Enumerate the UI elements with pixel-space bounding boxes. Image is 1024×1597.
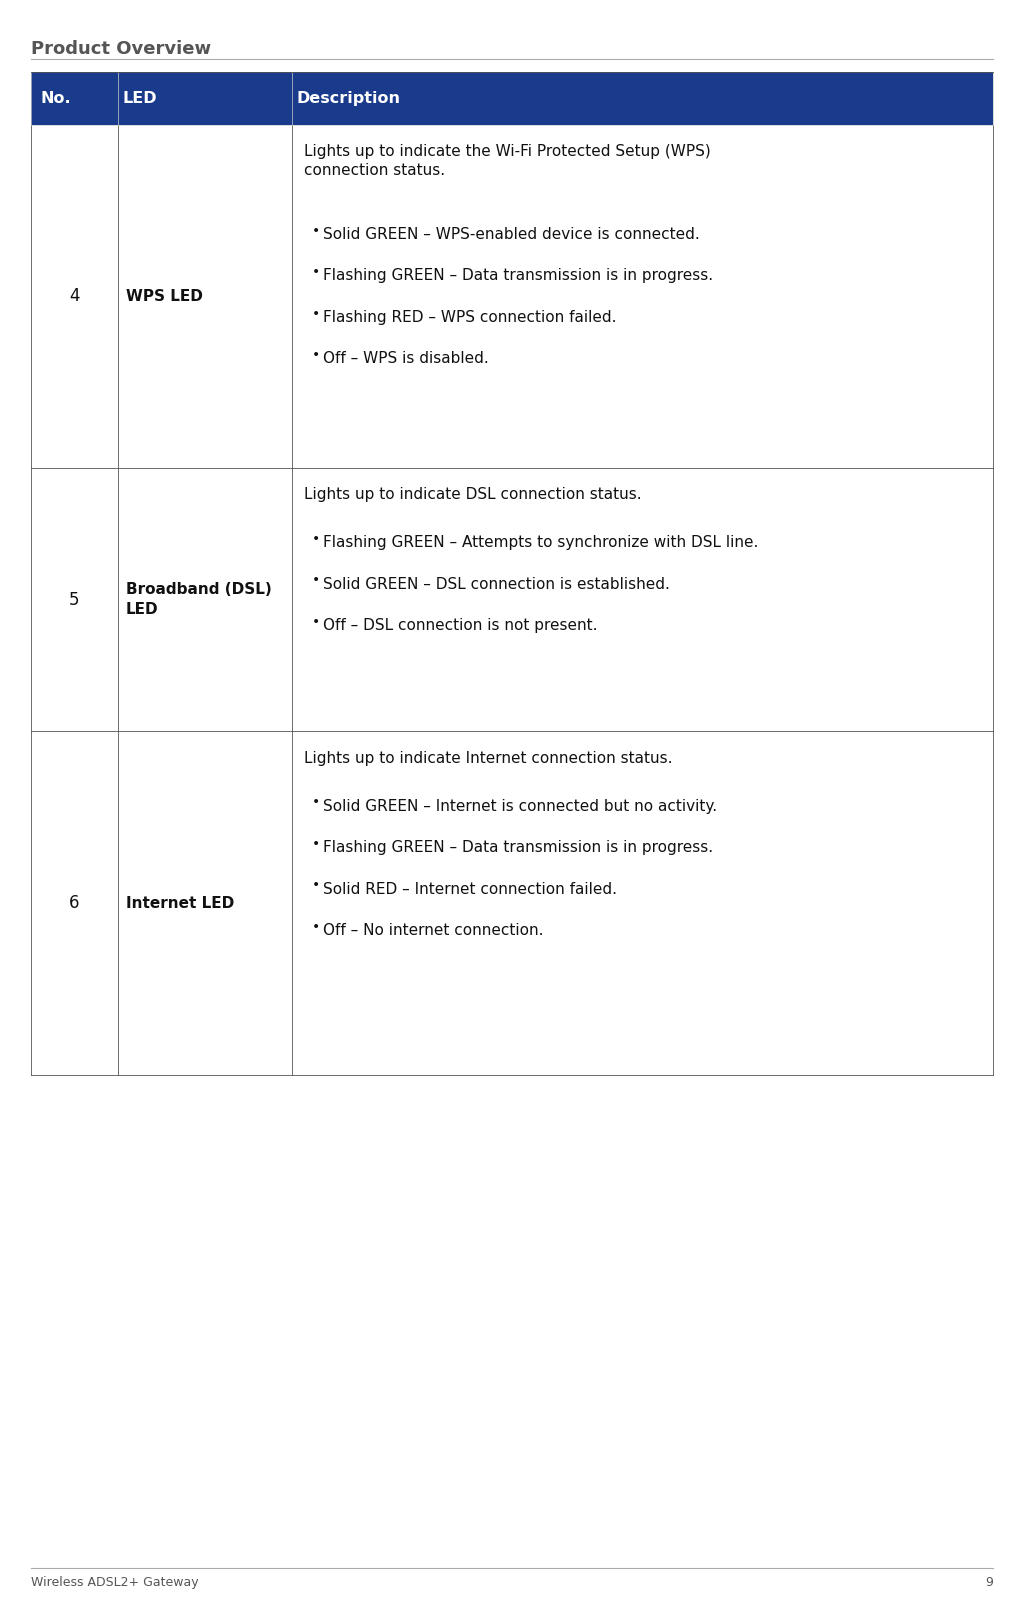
- Text: Flashing GREEN – Attempts to synchronize with DSL line.: Flashing GREEN – Attempts to synchronize…: [323, 535, 758, 549]
- Text: •: •: [312, 615, 321, 629]
- FancyBboxPatch shape: [31, 731, 993, 1075]
- Text: Internet LED: Internet LED: [126, 896, 234, 910]
- Text: Description: Description: [297, 91, 401, 105]
- FancyBboxPatch shape: [31, 72, 993, 125]
- Text: •: •: [312, 532, 321, 546]
- FancyBboxPatch shape: [31, 468, 993, 731]
- Text: •: •: [312, 920, 321, 934]
- Text: LED: LED: [123, 91, 158, 105]
- Text: Lights up to indicate the Wi-Fi Protected Setup (WPS)
connection status.: Lights up to indicate the Wi-Fi Protecte…: [304, 144, 711, 177]
- Text: Off – WPS is disabled.: Off – WPS is disabled.: [323, 351, 488, 366]
- Text: Solid RED – Internet connection failed.: Solid RED – Internet connection failed.: [323, 882, 616, 896]
- Text: •: •: [312, 265, 321, 279]
- Text: •: •: [312, 307, 321, 321]
- Text: No.: No.: [41, 91, 72, 105]
- Text: Flashing GREEN – Data transmission is in progress.: Flashing GREEN – Data transmission is in…: [323, 840, 713, 854]
- Text: WPS LED: WPS LED: [126, 289, 203, 303]
- Text: Lights up to indicate Internet connection status.: Lights up to indicate Internet connectio…: [304, 751, 673, 765]
- FancyBboxPatch shape: [31, 125, 993, 468]
- Text: Product Overview: Product Overview: [31, 40, 211, 57]
- Text: •: •: [312, 837, 321, 851]
- Text: 9: 9: [985, 1576, 993, 1589]
- Text: •: •: [312, 224, 321, 238]
- Text: Lights up to indicate DSL connection status.: Lights up to indicate DSL connection sta…: [304, 487, 642, 501]
- Text: •: •: [312, 573, 321, 588]
- Text: •: •: [312, 795, 321, 810]
- Text: Flashing GREEN – Data transmission is in progress.: Flashing GREEN – Data transmission is in…: [323, 268, 713, 283]
- Text: Solid GREEN – WPS-enabled device is connected.: Solid GREEN – WPS-enabled device is conn…: [323, 227, 699, 241]
- Text: Off – No internet connection.: Off – No internet connection.: [323, 923, 543, 937]
- Text: Solid GREEN – Internet is connected but no activity.: Solid GREEN – Internet is connected but …: [323, 798, 717, 813]
- Text: Solid GREEN – DSL connection is established.: Solid GREEN – DSL connection is establis…: [323, 577, 670, 591]
- Text: Flashing RED – WPS connection failed.: Flashing RED – WPS connection failed.: [323, 310, 616, 324]
- Text: Broadband (DSL)
LED: Broadband (DSL) LED: [126, 583, 271, 616]
- Text: •: •: [312, 348, 321, 363]
- Text: Off – DSL connection is not present.: Off – DSL connection is not present.: [323, 618, 597, 632]
- Text: 6: 6: [69, 894, 80, 912]
- Text: Wireless ADSL2+ Gateway: Wireless ADSL2+ Gateway: [31, 1576, 199, 1589]
- Text: 5: 5: [69, 591, 80, 608]
- Text: •: •: [312, 878, 321, 893]
- Text: 4: 4: [69, 287, 80, 305]
